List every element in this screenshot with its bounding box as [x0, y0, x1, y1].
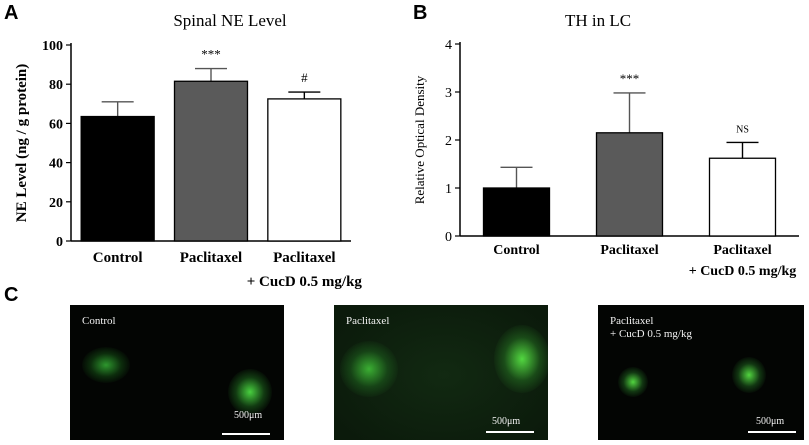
micrograph-label: Paclitaxel: [346, 315, 389, 328]
y-tick-label: 80: [49, 78, 63, 93]
y-tick-label: 0: [445, 230, 452, 245]
micrograph-label-line1: Control: [82, 315, 116, 327]
chart-spinal-ne-level: Spinal NE Level NE Level (ng / g protein)…: [14, 11, 363, 290]
category-label: Paclitaxel: [273, 250, 335, 266]
micrograph-label: Paclitaxel + CucD 0.5 mg/kg: [610, 315, 692, 341]
panel-letter-a: A: [4, 2, 19, 24]
category-label: Paclitaxel: [600, 243, 658, 258]
y-tick-label: 2: [445, 134, 452, 149]
y-tick-label: 60: [49, 117, 63, 132]
micrograph-paclitaxel: Paclitaxel 500μm: [334, 305, 548, 440]
bar: [267, 98, 342, 242]
significance-label: ***: [201, 47, 221, 62]
chart-title: Spinal NE Level: [173, 11, 287, 30]
y-tick-label: 100: [42, 39, 63, 54]
bar: [80, 115, 155, 242]
micrograph-label-line1: Paclitaxel: [610, 315, 654, 327]
chart-title: TH in LC: [565, 11, 631, 30]
scale-bar: [486, 431, 534, 433]
panel-letter-b: B: [413, 2, 428, 24]
significance-label: NS: [736, 124, 749, 135]
y-axis-label: Relative Optical Density: [412, 75, 427, 204]
category-label: + CucD 0.5 mg/kg: [247, 274, 363, 290]
micrograph-control: Control 500μm: [70, 305, 284, 440]
y-tick-label: 40: [49, 157, 63, 172]
y-tick-label: 20: [49, 196, 63, 211]
micrograph-label-line2: + CucD 0.5 mg/kg: [610, 328, 692, 340]
y-axis-label: NE Level (ng / g protein): [14, 64, 30, 222]
y-tick-label: 1: [445, 182, 452, 197]
scale-bar: [222, 433, 270, 435]
chart-th-in-lc: TH in LC Relative Optical Density 0 1 2 3 4 Con…: [412, 11, 799, 279]
fluorescence-spot: [228, 369, 272, 415]
scale-label: 500μm: [492, 416, 521, 427]
fluorescence-spot: [618, 367, 648, 397]
fluorescence-spot: [732, 357, 766, 393]
y-tick-label: 0: [56, 235, 63, 250]
significance-label: #: [301, 70, 308, 85]
bar: [708, 157, 777, 237]
fluorescence-spot: [82, 347, 130, 383]
y-tick-label: 4: [445, 38, 452, 53]
scale-bar: [748, 431, 796, 433]
scale-label: 500μm: [234, 410, 263, 421]
category-label: Paclitaxel: [713, 243, 771, 258]
fluorescence-spot: [494, 325, 548, 393]
panel-letter-c: C: [4, 284, 19, 306]
micrograph-paclitaxel-cucd: Paclitaxel + CucD 0.5 mg/kg 500μm: [598, 305, 804, 440]
y-tick-label: 3: [445, 86, 452, 101]
category-label: + CucD 0.5 mg/kg: [689, 264, 797, 279]
bar: [482, 187, 551, 237]
scale-label: 500μm: [756, 416, 785, 427]
significance-label: ***: [620, 71, 640, 86]
bar: [595, 132, 664, 237]
bar: [173, 80, 249, 242]
category-label: Control: [93, 250, 143, 266]
micrograph-label-line1: Paclitaxel: [346, 315, 390, 327]
category-label: Control: [493, 243, 540, 258]
micrograph-label: Control: [82, 315, 116, 328]
fluorescence-spot: [340, 341, 398, 397]
category-label: Paclitaxel: [180, 250, 242, 266]
